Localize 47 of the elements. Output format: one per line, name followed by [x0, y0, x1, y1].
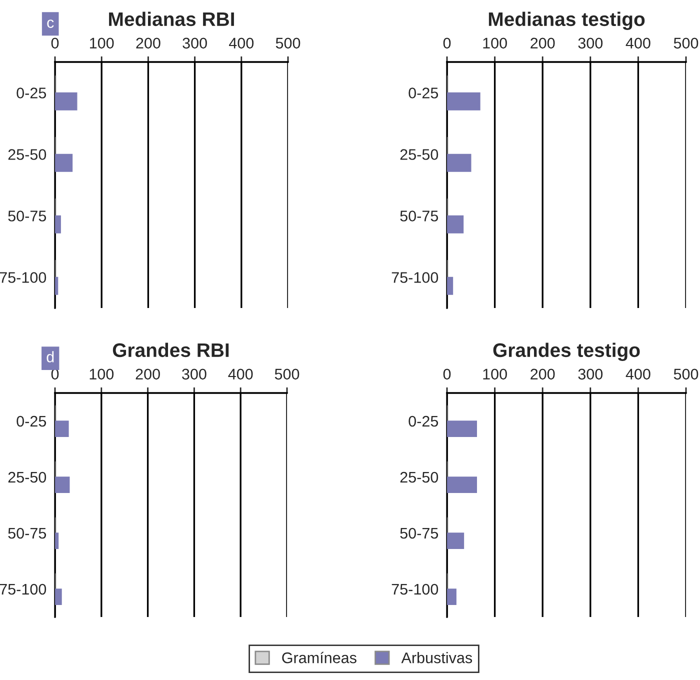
- text: d: [46, 351, 54, 362]
- y-tick-label: 75-100: [392, 272, 438, 283]
- x-tick-label: 100: [90, 38, 114, 49]
- y-tick-label: 75-100: [0, 584, 46, 595]
- x-tick-label: 400: [626, 38, 650, 49]
- x-tick-label: 400: [229, 38, 254, 49]
- y-tick-label: 0-25: [408, 88, 438, 98]
- x-tick-label: 100: [483, 38, 507, 49]
- y-tick-label: 0-25: [16, 416, 46, 427]
- chart-title: Grandes testigo: [493, 342, 640, 362]
- x-tick-label: 200: [530, 38, 555, 49]
- x-tick-label: 400: [626, 368, 650, 380]
- x-tick-label: 100: [90, 368, 114, 380]
- x-tick-label: 100: [483, 368, 507, 380]
- x-tick-label: 0: [51, 38, 59, 49]
- y-tick-label: 25-50: [8, 472, 46, 483]
- x-tick-label: 200: [136, 38, 160, 49]
- x-tick-label: 200: [530, 368, 555, 380]
- y-tick-label: 50-75: [8, 210, 46, 222]
- chart-title: Medianas testigo: [488, 12, 645, 30]
- x-tick-label: 500: [276, 38, 300, 49]
- x-tick-label: 300: [578, 38, 603, 49]
- x-tick-label: 0: [443, 38, 451, 49]
- x-tick-label: 400: [228, 368, 253, 380]
- text: c: [47, 20, 54, 28]
- y-tick-label: 25-50: [8, 149, 46, 160]
- y-tick-label: 25-50: [400, 472, 438, 483]
- y-tick-label: 0-25: [408, 416, 438, 427]
- x-tick-label: 500: [274, 368, 300, 380]
- x-tick-label: 0: [443, 368, 451, 380]
- x-tick-label: 300: [578, 368, 603, 380]
- y-tick-label: 50-75: [400, 210, 438, 222]
- x-tick-label: 200: [136, 368, 160, 380]
- x-tick-label: 500: [674, 368, 698, 380]
- x-tick-label: 300: [182, 38, 207, 49]
- x-tick-label: 300: [182, 368, 206, 380]
- y-tick-label: 75-100: [0, 272, 46, 283]
- chart-title: Grandes RBI: [112, 342, 229, 358]
- chart-title: Medianas RBI: [109, 12, 234, 26]
- y-tick-label: 50-75: [8, 528, 46, 539]
- y-tick-label: 25-50: [400, 149, 438, 160]
- legend-label: Gramíneas: [282, 652, 356, 664]
- legend-label: Arbustivas: [401, 652, 472, 664]
- y-tick-label: 50-75: [400, 528, 438, 539]
- y-tick-label: 75-100: [392, 584, 438, 595]
- y-tick-label: 0-25: [16, 88, 46, 98]
- x-tick-label: 500: [674, 38, 698, 49]
